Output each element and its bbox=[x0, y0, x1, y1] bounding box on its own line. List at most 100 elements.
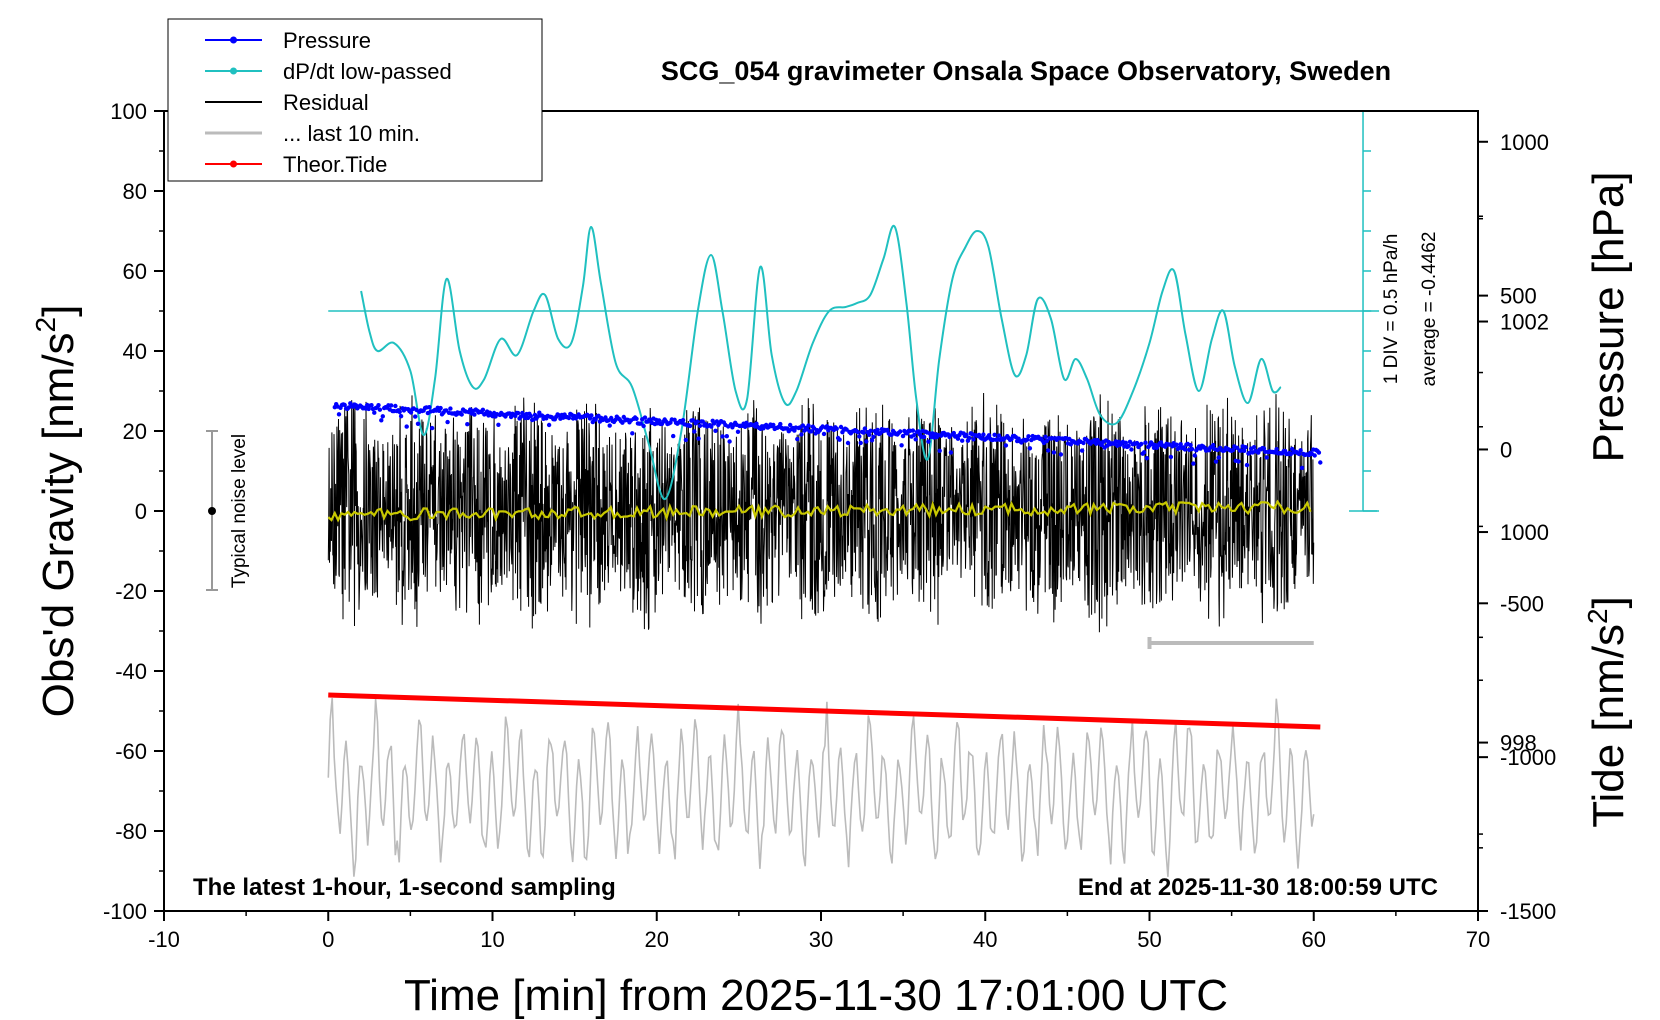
tide-tick-label: -1000 bbox=[1500, 745, 1556, 770]
y-tick-label: -40 bbox=[115, 659, 147, 684]
pressure-point bbox=[992, 432, 997, 437]
pressure-point bbox=[1192, 453, 1198, 458]
pressure-point bbox=[951, 430, 956, 436]
x-tick-label: 50 bbox=[1137, 927, 1161, 952]
pressure-point bbox=[986, 433, 992, 438]
plot-frame bbox=[163, 110, 1479, 912]
pressure-point bbox=[713, 428, 718, 433]
tide-tick-label: 0 bbox=[1500, 437, 1512, 462]
pressure-point bbox=[336, 412, 342, 417]
pressure-point bbox=[656, 418, 662, 423]
noise-level-marker bbox=[206, 430, 218, 591]
pressure-point bbox=[861, 430, 866, 435]
legend-marker bbox=[230, 67, 237, 75]
pressure-point bbox=[1168, 454, 1174, 460]
pressure-point bbox=[821, 431, 827, 437]
series-residual-low-passed bbox=[327, 499, 1312, 523]
y-tick-label: -20 bbox=[115, 579, 147, 604]
pressure-point bbox=[480, 407, 486, 412]
pressure-point bbox=[900, 433, 906, 439]
pressure-point bbox=[937, 448, 942, 453]
series-pressure bbox=[332, 401, 1323, 471]
pressure-point bbox=[465, 422, 470, 427]
pressure-point bbox=[1003, 443, 1009, 448]
pressure-point bbox=[1234, 445, 1240, 450]
pressure-point bbox=[857, 434, 862, 439]
pressure-point bbox=[913, 437, 918, 442]
pressure-point bbox=[429, 425, 435, 431]
pressure-point bbox=[1230, 447, 1236, 453]
pressure-point bbox=[960, 438, 965, 443]
pressure-point bbox=[1188, 442, 1193, 448]
pressure-tick-label: 998 bbox=[1500, 731, 1537, 756]
x-tick-label: 10 bbox=[480, 927, 504, 952]
pressure-point bbox=[1297, 451, 1302, 457]
pressure-point bbox=[1126, 443, 1131, 449]
dpdt-scale-label: 1 DIV = 0.5 hPa/h bbox=[1381, 234, 1402, 385]
pressure-point bbox=[855, 429, 861, 435]
pressure-point bbox=[1299, 465, 1305, 471]
pressure-point bbox=[981, 432, 986, 437]
pressure-point bbox=[788, 422, 793, 428]
pressure-point bbox=[910, 428, 916, 433]
pressure-point bbox=[1174, 442, 1179, 447]
pressure-point bbox=[898, 429, 903, 434]
pressure-point bbox=[380, 414, 385, 419]
axis-layer: -10 0 10 20 30 40 50 60 70-100-80-60-40-20020406… bbox=[103, 99, 1556, 952]
pressure-point bbox=[1251, 445, 1257, 450]
pressure-point bbox=[837, 437, 842, 442]
pressure-point bbox=[692, 429, 697, 434]
tide-tick-label: -500 bbox=[1500, 591, 1544, 616]
pressure-point bbox=[603, 415, 608, 420]
pressure-point bbox=[445, 419, 450, 425]
pressure-point bbox=[1058, 452, 1064, 457]
pressure-point bbox=[448, 406, 453, 411]
series-residual bbox=[327, 392, 1315, 633]
y-tick-label: 80 bbox=[123, 179, 147, 204]
pressure-point bbox=[1236, 459, 1241, 464]
pressure-point bbox=[727, 439, 732, 444]
pressure-point bbox=[1211, 442, 1216, 448]
dpdt-average-label: average = -0.4462 bbox=[1419, 232, 1440, 387]
pressure-point bbox=[912, 432, 917, 438]
y-tick-label: 0 bbox=[135, 499, 147, 524]
pressure-point bbox=[607, 423, 612, 428]
y-tick-label: 20 bbox=[123, 419, 147, 444]
legend-label: Residual bbox=[283, 90, 369, 115]
x-tick-label: 30 bbox=[809, 927, 833, 952]
pressure-point bbox=[864, 439, 869, 444]
pressure-point bbox=[397, 409, 402, 415]
legend-marker bbox=[230, 36, 237, 44]
pressure-point bbox=[1213, 459, 1219, 464]
pressure-point bbox=[871, 434, 876, 440]
pressure-point bbox=[680, 418, 686, 423]
pressure-point bbox=[1046, 448, 1051, 453]
pressure-point bbox=[641, 423, 646, 429]
pressure-point bbox=[1182, 447, 1188, 452]
pressure-point bbox=[376, 403, 381, 408]
pressure-point bbox=[964, 432, 969, 438]
pressure-point bbox=[389, 403, 394, 408]
pressure-point bbox=[709, 424, 714, 429]
pressure-tick-label: 1000 bbox=[1500, 520, 1549, 545]
pressure-point bbox=[683, 437, 689, 443]
pressure-point bbox=[620, 420, 625, 425]
pressure-point bbox=[413, 414, 418, 419]
pressure-point bbox=[1127, 439, 1133, 444]
pressure-point bbox=[1051, 450, 1057, 455]
pressure-point bbox=[695, 419, 700, 424]
pressure-point bbox=[634, 416, 639, 421]
pressure-point bbox=[948, 450, 954, 455]
pressure-point bbox=[862, 426, 868, 431]
pressure-point bbox=[885, 427, 890, 433]
pressure-point bbox=[1189, 446, 1195, 452]
y-tick-label: 60 bbox=[123, 259, 147, 284]
pressure-point bbox=[427, 405, 432, 410]
pressure-point bbox=[496, 422, 501, 427]
legend-label: Pressure bbox=[283, 28, 371, 53]
pressure-point bbox=[1312, 453, 1317, 458]
series-dpdt-low-passed bbox=[360, 224, 1282, 501]
pressure-point bbox=[621, 414, 626, 420]
y-tick-label: -80 bbox=[115, 819, 147, 844]
